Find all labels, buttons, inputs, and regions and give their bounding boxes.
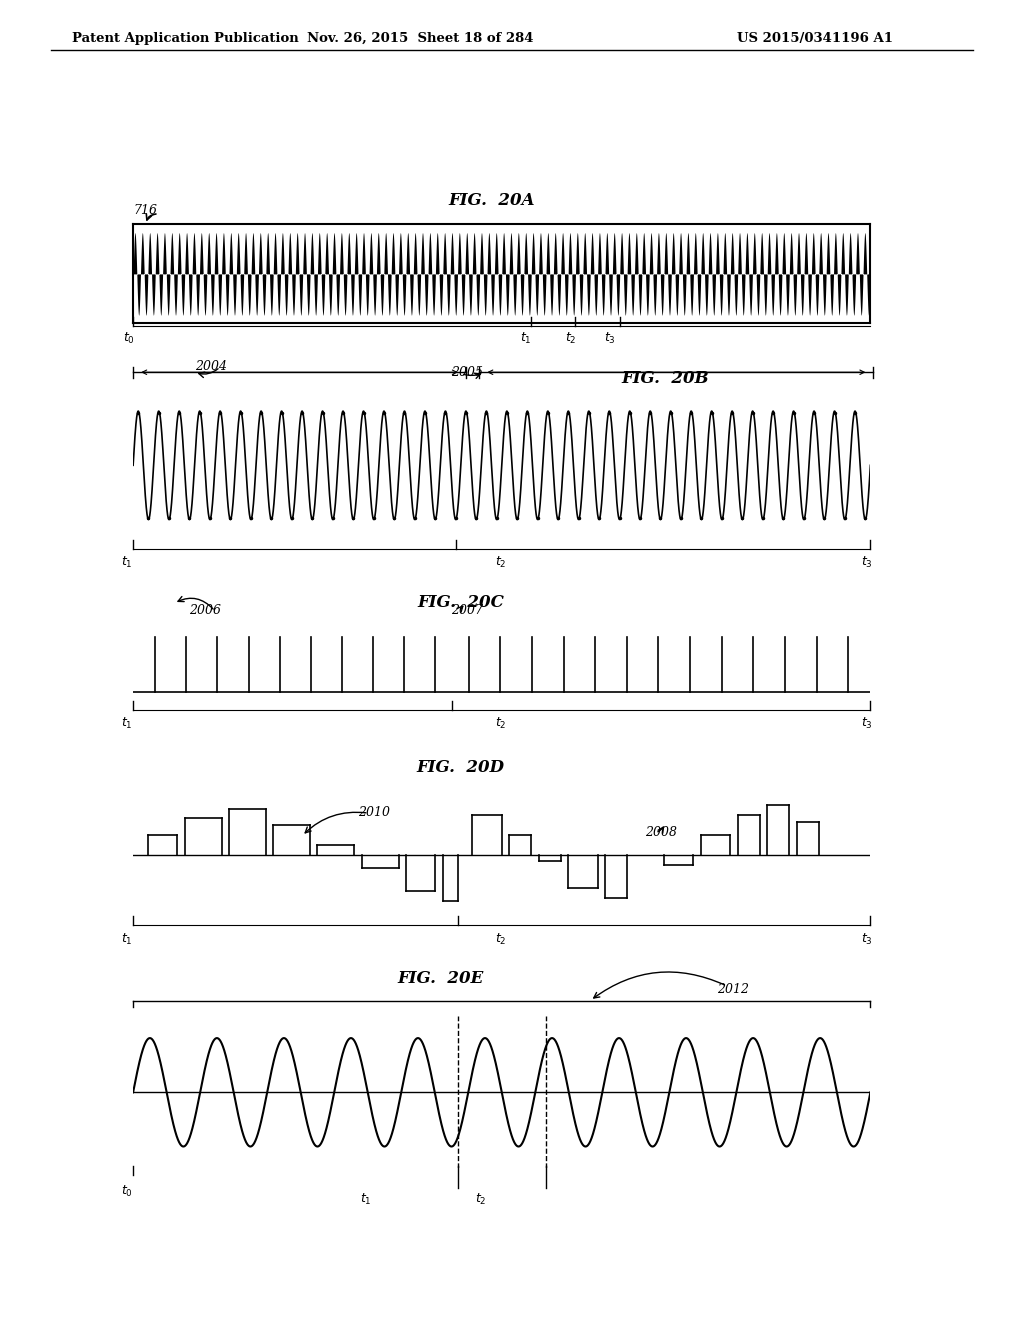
- Text: US 2015/0341196 A1: US 2015/0341196 A1: [737, 32, 893, 45]
- Text: $t_3$: $t_3$: [604, 331, 616, 346]
- Text: $t_1$: $t_1$: [121, 932, 132, 946]
- Text: $t_2$: $t_2$: [495, 556, 506, 570]
- Text: FIG.  20C: FIG. 20C: [418, 594, 504, 611]
- Text: $t_2$: $t_2$: [495, 717, 506, 731]
- Text: 716: 716: [133, 203, 157, 216]
- Text: FIG.  20B: FIG. 20B: [622, 370, 710, 387]
- Text: $t_3$: $t_3$: [861, 717, 873, 731]
- Text: $t_1$: $t_1$: [121, 556, 132, 570]
- Text: $t_2$: $t_2$: [495, 932, 506, 946]
- Text: 2004: 2004: [195, 359, 226, 372]
- Text: 2012: 2012: [717, 982, 749, 995]
- Text: 2010: 2010: [358, 805, 390, 818]
- Text: $t_0$: $t_0$: [121, 1184, 133, 1199]
- Text: FIG.  20D: FIG. 20D: [417, 759, 505, 776]
- Text: 2008: 2008: [645, 825, 677, 838]
- Text: 2005: 2005: [451, 366, 482, 379]
- Text: $t_3$: $t_3$: [861, 556, 873, 570]
- Text: $t_2$: $t_2$: [475, 1192, 486, 1206]
- Text: 2007: 2007: [451, 603, 482, 616]
- Text: $t_2$: $t_2$: [565, 331, 577, 346]
- Text: $t_0$: $t_0$: [123, 331, 135, 346]
- Text: $t_3$: $t_3$: [861, 932, 873, 946]
- Text: $t_1$: $t_1$: [360, 1192, 372, 1206]
- Text: Patent Application Publication: Patent Application Publication: [72, 32, 298, 45]
- Text: Nov. 26, 2015  Sheet 18 of 284: Nov. 26, 2015 Sheet 18 of 284: [306, 32, 534, 45]
- Text: $t_1$: $t_1$: [121, 717, 132, 731]
- Text: 2006: 2006: [189, 603, 221, 616]
- Text: FIG.  20A: FIG. 20A: [449, 191, 535, 209]
- Text: FIG.  20E: FIG. 20E: [397, 970, 483, 987]
- Text: $t_1$: $t_1$: [520, 331, 531, 346]
